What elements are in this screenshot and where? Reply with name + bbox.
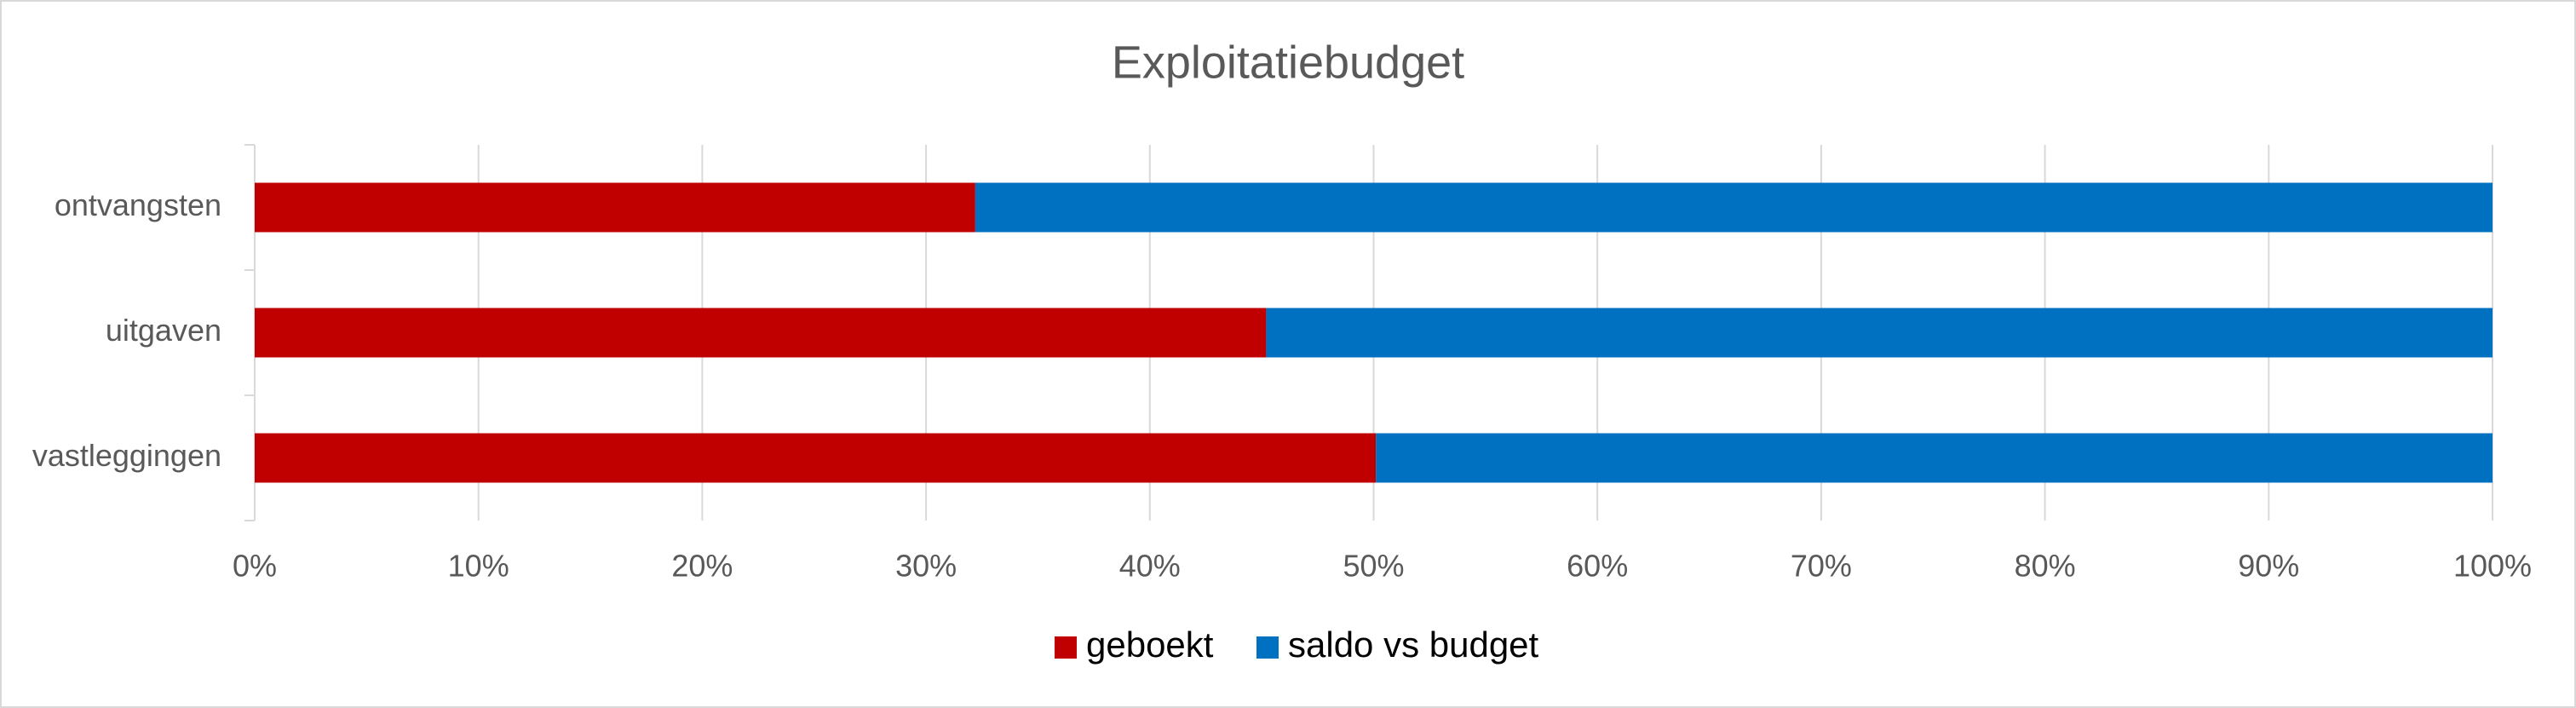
legend-swatch <box>1055 636 1077 659</box>
bar-segment <box>255 433 1377 483</box>
bar-segment <box>1376 433 2493 483</box>
legend-label: saldo vs budget <box>1288 625 1539 665</box>
legend-swatch <box>1256 636 1279 659</box>
x-tick-label: 0% <box>233 549 277 584</box>
bar-segment <box>255 308 1267 358</box>
bar-segment <box>975 182 2493 233</box>
x-tick-label: 50% <box>1343 549 1404 584</box>
x-tick-label: 80% <box>2015 549 2076 584</box>
y-tick-label: vastleggingen <box>32 438 221 473</box>
x-tick-label: 10% <box>448 549 509 584</box>
bar-segment <box>255 182 975 233</box>
x-tick-label: 30% <box>895 549 957 584</box>
bar-segment <box>1266 308 2493 358</box>
x-tick-label: 100% <box>2453 549 2532 584</box>
x-tick-label: 20% <box>671 549 733 584</box>
legend-label: geboekt <box>1086 625 1214 665</box>
x-tick-label: 40% <box>1119 549 1181 584</box>
y-tick-label: ontvangsten <box>55 187 221 222</box>
x-tick-label: 70% <box>1791 549 1852 584</box>
x-tick-label: 90% <box>2238 549 2299 584</box>
x-tick-label: 60% <box>1567 549 1628 584</box>
y-tick-label: uitgaven <box>106 313 221 348</box>
chart-title: Exploitatiebudget <box>1112 37 1464 88</box>
